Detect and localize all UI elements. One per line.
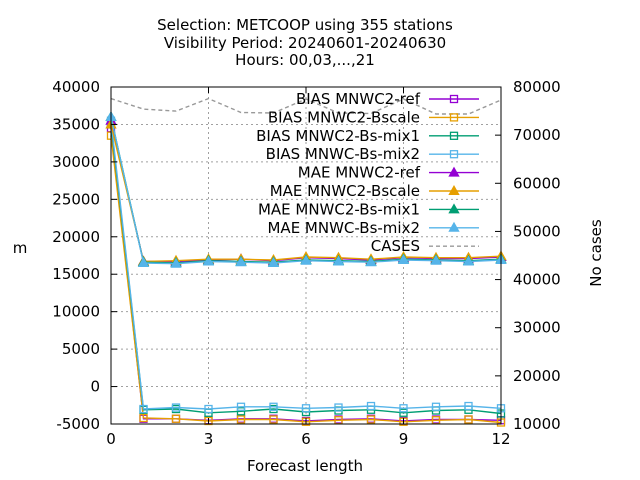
- x-tick-label: 9: [399, 430, 409, 448]
- legend-marker: [448, 203, 460, 214]
- series-7: [105, 110, 507, 268]
- data-point: [139, 404, 148, 414]
- data-point: [365, 256, 377, 267]
- title-line-3: Hours: 00,03,...,21: [235, 51, 375, 69]
- data-point: [462, 255, 475, 266]
- data-point: [399, 408, 408, 417]
- legend-entry: BIAS MNWC-Bs-mix2: [266, 145, 479, 163]
- data-point: [269, 415, 278, 424]
- y-tick-label: 0: [90, 378, 100, 396]
- legend-entry: CASES: [371, 237, 479, 255]
- data-point: [236, 415, 246, 424]
- legend-entry: BIAS MNWC2-Bs-mix1: [256, 127, 479, 145]
- y-tick-label: 25000: [52, 190, 100, 208]
- axis-ticks: 0 3 6 9 12 -5000 0 5000 10000 15000 20000 25000 3000…: [52, 78, 560, 448]
- legend-marker: [449, 94, 459, 104]
- grid: [111, 87, 501, 424]
- series-line: [110, 120, 502, 410]
- data-point: [464, 415, 473, 424]
- y2-tick-label: 40000: [513, 271, 561, 289]
- data-point: [269, 402, 278, 411]
- data-point: [171, 403, 181, 412]
- legend-entry: MAE MNWC2-Bscale: [270, 182, 479, 200]
- y-tick-label: 30000: [52, 153, 100, 171]
- y-tick-label: 20000: [52, 228, 100, 246]
- data-point: [171, 414, 181, 423]
- y2-tick-label: 60000: [513, 174, 561, 192]
- data-point: [202, 255, 215, 266]
- series-line: [110, 97, 502, 115]
- legend-label: MAE MNWC2-ref: [298, 164, 421, 182]
- data-point: [204, 404, 213, 414]
- y2-axis-label: No cases: [587, 219, 605, 287]
- title-line-1: Selection: METCOOP using 355 stations: [157, 16, 453, 34]
- legend-label: MAE MNWC2-Bs-mix1: [258, 200, 420, 218]
- y2-tick-label: 50000: [513, 222, 561, 240]
- x-tick-label: 3: [204, 430, 214, 448]
- data-point: [300, 254, 312, 265]
- legend-entry: BIAS MNWC2-ref: [296, 90, 479, 108]
- data-point: [399, 404, 408, 413]
- y2-tick-label: 70000: [513, 126, 561, 144]
- legend-label: MAE MNWC-Bs-mix2: [267, 219, 420, 237]
- data-point: [366, 415, 376, 424]
- data-point: [236, 407, 246, 416]
- title-line-2: Visibility Period: 20240601-20240630: [164, 34, 446, 52]
- data-point: [137, 256, 150, 267]
- legend-marker: [449, 113, 459, 122]
- legend-label: BIAS MNWC2-Bs-mix1: [256, 127, 420, 145]
- y2-tick-label: 80000: [513, 78, 561, 96]
- legend-marker: [449, 150, 459, 159]
- x-tick-label: 12: [491, 430, 510, 448]
- y2-tick-label: 30000: [513, 319, 561, 337]
- series-3: [106, 116, 506, 414]
- legend-entry: MAE MNWC2-Bs-mix1: [258, 200, 479, 218]
- data-point: [397, 253, 410, 264]
- legend-marker: [448, 184, 460, 195]
- y-tick-label: 15000: [52, 265, 100, 283]
- y-tick-label: -5000: [56, 415, 100, 433]
- data-point: [170, 257, 182, 268]
- data-point: [334, 403, 343, 412]
- data-point: [430, 254, 442, 265]
- data-point: [204, 416, 213, 426]
- x-tick-label: 6: [301, 430, 311, 448]
- legend-marker: [449, 131, 459, 140]
- series-8: [110, 97, 502, 115]
- data-point: [431, 402, 441, 411]
- legend-marker: [448, 221, 460, 232]
- chart-title: Selection: METCOOP using 355 stations Vi…: [157, 16, 453, 69]
- data-point: [301, 404, 311, 413]
- y-tick-label: 35000: [52, 115, 100, 133]
- legend-label: BIAS MNWC2-Bscale: [268, 108, 420, 126]
- data-point: [139, 413, 148, 423]
- y-axis-label: m: [13, 239, 28, 257]
- y-tick-label: 10000: [52, 303, 100, 321]
- legend-entry: BIAS MNWC2-Bscale: [268, 108, 479, 126]
- data-point: [236, 402, 246, 411]
- data-point: [332, 255, 345, 266]
- legend-label: BIAS MNWC-Bs-mix2: [266, 145, 420, 163]
- legend-marker: [448, 166, 460, 177]
- y2-tick-label: 10000: [513, 415, 561, 433]
- x-axis-label: Forecast length: [247, 457, 363, 475]
- x-tick-label: 0: [106, 430, 116, 448]
- data-point: [366, 401, 376, 411]
- legend-label: BIAS MNWC2-ref: [296, 90, 421, 108]
- legend-label: CASES: [371, 237, 420, 255]
- data-point: [235, 256, 247, 267]
- legend-label: MAE MNWC2-Bscale: [270, 182, 420, 200]
- data-point: [267, 256, 280, 267]
- legend-entry: MAE MNWC2-ref: [298, 164, 479, 182]
- y-tick-label: 40000: [52, 78, 100, 96]
- y-tick-label: 5000: [62, 340, 100, 358]
- data-point: [464, 401, 473, 411]
- y2-tick-label: 20000: [513, 367, 561, 385]
- legend-entry: MAE MNWC-Bs-mix2: [267, 219, 479, 237]
